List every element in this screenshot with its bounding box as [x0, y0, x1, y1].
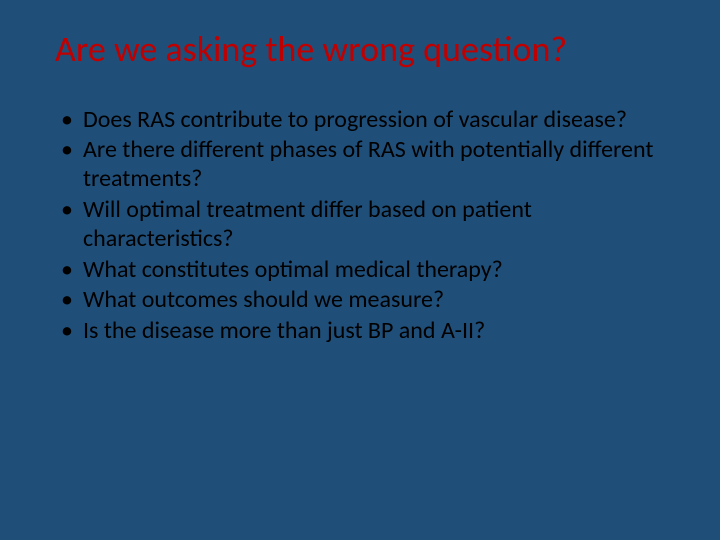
bullet-list: Does RAS contribute to progression of va…: [55, 106, 665, 346]
slide-title: Are we asking the wrong question?: [55, 30, 665, 70]
list-item: What outcomes should we measure?: [55, 286, 665, 315]
list-item: Is the disease more than just BP and A-I…: [55, 317, 665, 346]
list-item: What constitutes optimal medical therapy…: [55, 256, 665, 285]
list-item: Are there different phases of RAS with p…: [55, 136, 665, 194]
slide-container: Are we asking the wrong question? Does R…: [0, 0, 720, 540]
list-item: Does RAS contribute to progression of va…: [55, 106, 665, 135]
list-item: Will optimal treatment differ based on p…: [55, 196, 665, 254]
